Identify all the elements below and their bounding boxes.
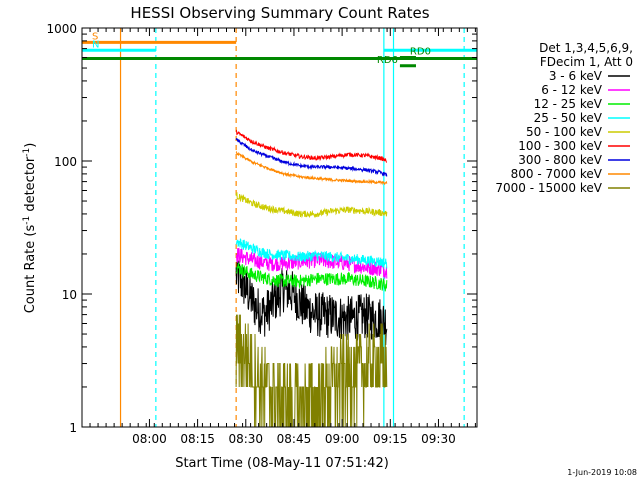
legend: Det 1,3,4,5,6,9, FDecim 1, Att 0 3 - 6 k… xyxy=(495,41,633,195)
legend-label-3: 25 - 50 keV xyxy=(534,111,603,125)
legend-label-6: 300 - 800 keV xyxy=(518,153,602,167)
marker-label-1: N xyxy=(92,39,99,50)
footer-date: 1-Jun-2019 10:08 xyxy=(567,468,637,477)
y-tick-label-0: 1 xyxy=(69,421,77,435)
series-line-3 xyxy=(235,238,388,269)
legend-label-0: 3 - 6 keV xyxy=(549,69,603,83)
series-line-1 xyxy=(235,247,388,280)
y-label-part3: ) xyxy=(23,143,38,148)
legend-label-5: 100 - 300 keV xyxy=(518,139,602,153)
legend-label-4: 50 - 100 keV xyxy=(526,125,603,139)
y-axis-label: Count Rate (s-1 detector-1) xyxy=(22,143,38,314)
y-axis: 1 10 100 1000 xyxy=(46,22,477,435)
y-label-sup1: -1 xyxy=(22,216,32,225)
y-label-part1: Count Rate (s xyxy=(23,225,38,314)
y-tick-label-2: 100 xyxy=(54,155,77,169)
series-line-5 xyxy=(235,129,388,163)
series-line-0 xyxy=(235,253,388,346)
legend-label-8: 7000 - 15000 keV xyxy=(495,181,602,195)
plot-area: SN RD6 RD0 xyxy=(82,28,477,428)
marker-label-4: RD6 xyxy=(377,55,398,66)
legend-label-7: 800 - 7000 keV xyxy=(511,167,603,181)
x-tick-label-1: 08:15 xyxy=(180,432,215,446)
x-axis-label: Start Time (08-May-11 07:51:42) xyxy=(175,456,389,471)
marker-label-5: RD0 xyxy=(410,47,431,58)
x-tick-label-3: 08:45 xyxy=(277,432,312,446)
legend-header-1: Det 1,3,4,5,6,9, xyxy=(539,41,633,55)
x-tick-label-5: 09:15 xyxy=(373,432,408,446)
x-axis: 08:00 08:15 08:30 08:45 09:00 09:15 09:30 xyxy=(81,28,476,446)
series-line-8 xyxy=(235,314,388,428)
x-tick-label-0: 08:00 xyxy=(132,432,167,446)
y-tick-label-3: 1000 xyxy=(46,22,77,36)
series-line-6 xyxy=(235,138,388,177)
series-line-4 xyxy=(235,192,388,219)
x-tick-label-2: 08:30 xyxy=(228,432,263,446)
y-tick-label-1: 10 xyxy=(62,288,77,302)
legend-header-2: FDecim 1, Att 0 xyxy=(540,55,633,69)
marker-label-0: S xyxy=(92,31,98,42)
legend-label-2: 12 - 25 keV xyxy=(534,97,603,111)
plot-frame xyxy=(81,27,478,428)
y-label-sup2: -1 xyxy=(22,148,32,157)
y-label-part2: detector xyxy=(23,156,38,216)
series-line-7 xyxy=(235,150,388,186)
x-tick-label-4: 09:00 xyxy=(325,432,360,446)
legend-label-1: 6 - 12 keV xyxy=(541,83,603,97)
series-line-2 xyxy=(235,263,388,292)
x-tick-label-6: 09:30 xyxy=(421,432,456,446)
chart-title: HESSI Observing Summary Count Rates xyxy=(130,4,429,22)
